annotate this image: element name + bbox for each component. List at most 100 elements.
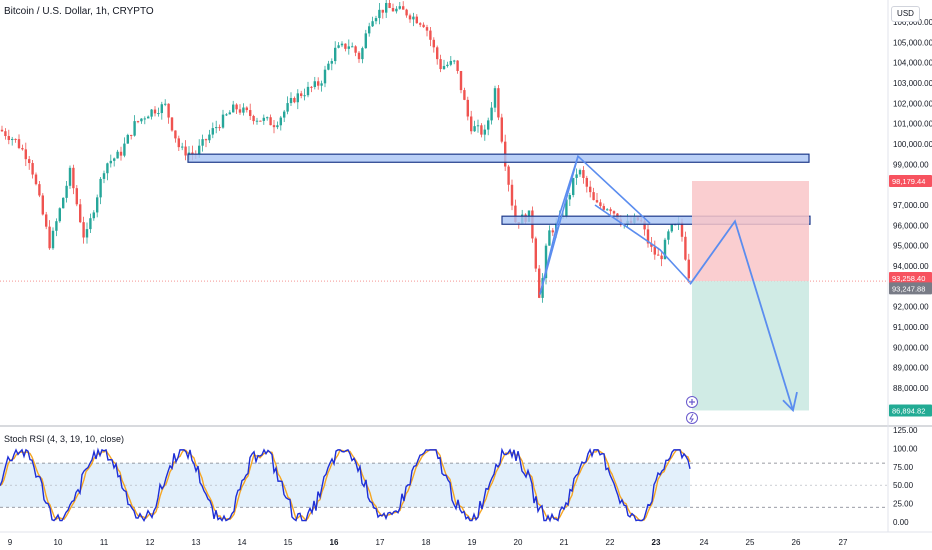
candle-body [14,138,17,140]
stoch-k-line [0,447,691,523]
candle-body [385,2,388,13]
candle-body [374,18,378,22]
candle-body [364,33,367,49]
candle-body [391,7,395,12]
lightning-circle-outline [686,412,698,424]
candle-body [493,88,497,108]
candle-body [238,109,242,113]
symbol-title: Bitcoin / U.S. Dollar, 1h, CRYPTO [4,6,154,17]
time-axis-label: 16 [330,538,339,547]
candles [0,0,690,303]
time-axis-label: 24 [700,538,709,547]
candle-body [85,229,89,238]
indicator-title: Stoch RSI (4, 3, 19, 10, close) [4,434,125,444]
candle-body [170,117,174,131]
take-profit-zone[interactable] [692,281,809,411]
candle-body [459,70,463,91]
plus-glyph [689,399,695,405]
candle-body [565,199,568,216]
time-axis-label: 10 [54,538,63,547]
candle-body [606,209,609,211]
candle-body [483,129,486,135]
stoch-rsi-pane[interactable] [0,447,888,523]
candle-body [351,46,354,48]
resistance-zone-lower[interactable] [501,215,811,225]
time-axis-label: 27 [839,538,848,547]
candle-body [65,185,68,198]
candle-body [45,214,48,227]
candle-body [684,236,687,260]
candle-body [269,117,272,126]
candle-body [646,229,650,244]
candle-body [17,139,21,149]
candle-body [422,24,425,28]
candle-body [463,90,466,100]
candle-body [643,221,646,230]
candle-body [551,230,554,233]
candle-body [262,117,265,121]
candle-body [55,221,58,231]
time-axis-label: 22 [606,538,615,547]
candle-body [208,134,211,141]
candle-body [303,95,306,97]
candle-body [286,103,289,112]
projection-path [689,219,794,411]
price-axis-label: 88,000.00 [893,384,929,393]
resistance-zone-upper[interactable] [187,153,810,163]
time-axis-label: 15 [284,538,293,547]
candle-body [456,60,459,71]
candle-body [446,64,449,67]
currency-button[interactable]: USD [891,6,920,22]
candle-body [680,222,684,237]
candle-body [82,222,85,238]
candle-body [266,117,269,119]
candle-body [89,218,92,230]
rsi-axis-label: 25.00 [893,500,914,509]
candle-body [201,139,204,146]
candle-body [34,174,38,185]
candle-body [344,43,347,49]
candle-body [419,23,422,25]
candle-body [334,47,337,62]
stop-loss-zone[interactable] [692,181,809,282]
candle-body [283,111,286,118]
candle-body [330,61,333,64]
time-axis-label: 14 [238,538,247,547]
candle-body [449,60,452,65]
candle-body [507,166,510,185]
candle-body [490,107,493,121]
candle-body [568,195,571,200]
lightning-glyph [689,413,694,423]
candle-body [51,230,55,249]
time-axis-label: 26 [792,538,801,547]
candle-body [582,170,585,178]
plus-circle-icon[interactable] [686,396,698,408]
stop-price-tag: 98,179.44 [892,177,925,186]
candle-body [612,211,616,214]
stop-price-tag-bg [889,175,932,188]
price-axis-label: 92,000.00 [893,303,929,312]
target-price-tag: 86,894.82 [892,406,925,415]
candle-body [405,9,408,16]
candle-body [249,110,252,116]
price-pane[interactable] [0,0,888,424]
price-axis-label: 104,000.00 [893,59,932,68]
candle-body [595,200,599,203]
candle-body [31,163,34,175]
candle-body [354,46,357,53]
candle-body [218,127,221,129]
candle-body [96,197,99,213]
lightning-icon[interactable] [686,412,698,424]
candle-body [157,113,160,115]
candle-body [429,30,432,40]
candle-body [592,192,595,201]
time-axis-label: 19 [468,538,477,547]
candle-body [398,6,401,9]
price-axis-label: 97,000.00 [893,201,929,210]
candle-body [602,206,605,210]
candle-body [500,117,503,142]
candle-body [337,45,340,48]
candle-body [660,255,663,260]
candle-body [279,117,282,126]
